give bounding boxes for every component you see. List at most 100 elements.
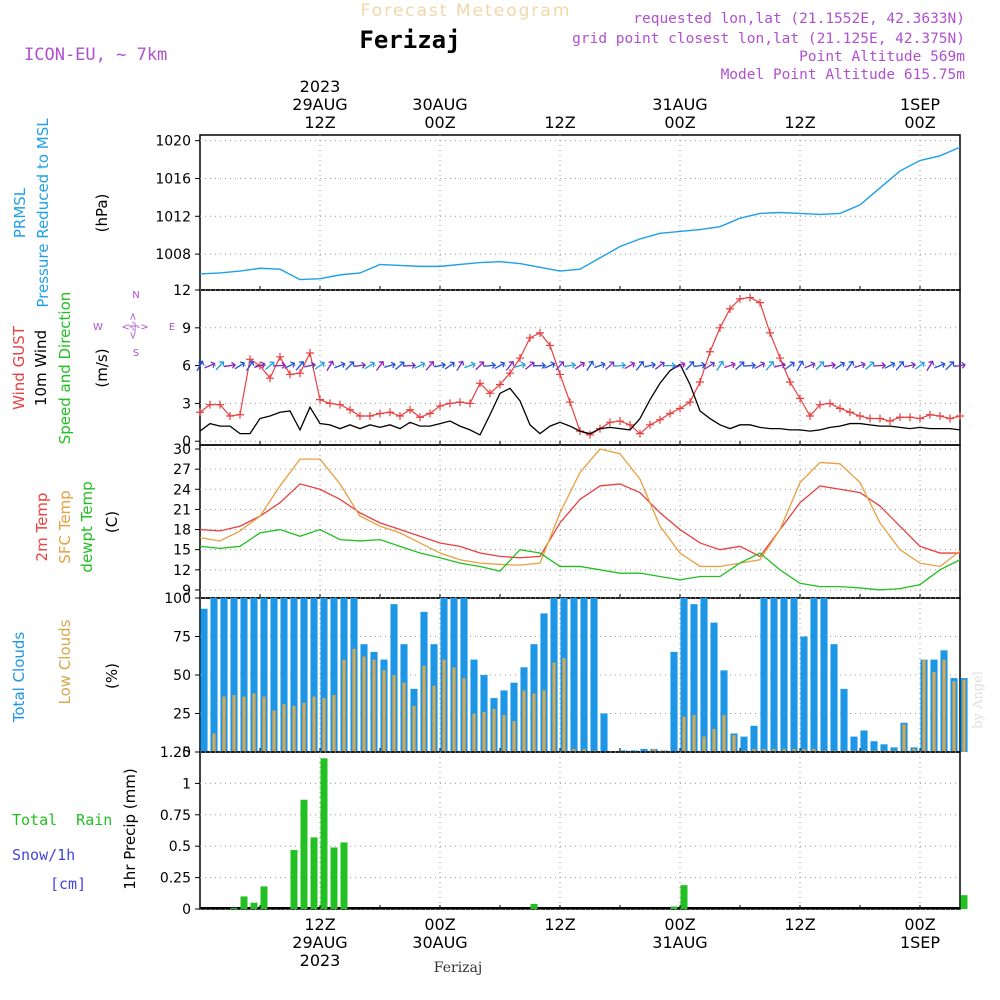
rain-bar [530, 903, 538, 909]
point-altitude: Point Altitude 569m [799, 49, 965, 65]
temp-sfc-line [199, 448, 961, 568]
requested-coords: requested lon,lat (21.1552E, 42.3633N) [633, 11, 965, 27]
wind-arrow-shape [414, 361, 426, 369]
wind-arrow-shape [815, 361, 825, 371]
total-cloud-bar [270, 598, 278, 752]
temp-dewpt-line [199, 528, 961, 591]
wind-arrow-shape [314, 361, 325, 370]
y-tick-label: 100 [164, 591, 191, 607]
panel-frame [199, 444, 961, 599]
wind-arrow-shape [804, 361, 816, 369]
low-cloud-bar [342, 659, 346, 752]
footer-location: Ferizaj [434, 960, 482, 976]
wind-label-speed: Speed and Direction [56, 292, 74, 445]
gust-marker [296, 369, 304, 378]
pressure-panel: 1008 1012 1016 1020 [155, 134, 961, 291]
wind-arrow-shape [704, 361, 715, 370]
model-altitude: Model Point Altitude 615.75m [721, 67, 966, 83]
rain-bar [230, 907, 238, 909]
wind-arrow-shape [345, 361, 355, 371]
wind-arrow-shape [223, 361, 236, 369]
wind-label-10m: 10m Wind [32, 330, 50, 406]
total-cloud-bar [890, 747, 898, 752]
wind-direction-arrow [846, 360, 855, 371]
wind-arrow-shape [724, 361, 736, 369]
wind-direction-arrow [834, 361, 846, 370]
wind-arrow-shape [873, 361, 886, 369]
total-cloud-bar [580, 598, 588, 752]
wind-direction-arrow [765, 361, 775, 371]
total-cloud-bar [740, 736, 748, 752]
total-cloud-bar [830, 644, 838, 752]
low-cloud-bar [272, 710, 276, 752]
wind-arrow-shape [934, 361, 946, 369]
wind-arrow-shape [483, 361, 496, 369]
wind-arrow-shape [904, 361, 916, 369]
gust-marker [286, 370, 294, 379]
chart-title: Forecast Meteogram [361, 1, 572, 21]
total-cloud-bar [470, 659, 478, 752]
gust-marker [536, 328, 544, 337]
gust-marker [686, 398, 694, 407]
low-cloud-bar [282, 704, 286, 752]
wind-direction-arrow [475, 361, 485, 371]
low-cloud-bar [332, 695, 336, 752]
wind-direction-arrow [895, 361, 905, 371]
time-label-top: 30AUG [412, 95, 467, 114]
low-cloud-bar [252, 693, 256, 752]
low-cloud-bar [882, 750, 886, 752]
wind-arrow-shape [265, 361, 275, 371]
wind-panel: 0 3 6 9 12 [173, 283, 966, 450]
gust-marker [526, 333, 534, 342]
wind-direction-arrow [364, 361, 376, 370]
total-cloud-bar [860, 730, 868, 752]
gust-marker [706, 347, 714, 356]
total-cloud-bar [630, 750, 638, 752]
time-label-top: 12Z [544, 113, 575, 132]
wind-arrow-shape [685, 361, 695, 371]
gust-marker [236, 410, 244, 419]
wind-arrow-shape [353, 361, 366, 369]
low-cloud-bar [702, 736, 706, 752]
low-cloud-bar [682, 716, 686, 752]
total-cloud-bar [250, 598, 258, 752]
cloud-label-low: Low Clouds [56, 619, 74, 704]
low-cloud-bar [942, 659, 946, 752]
wind-arrow-shape [613, 361, 626, 369]
gust-marker [796, 394, 804, 403]
wind-arrow-shape [254, 361, 266, 369]
y-tick-label: 0 [182, 902, 191, 918]
gust-marker [896, 413, 904, 422]
low-cloud-bar [852, 750, 856, 752]
y-tick-label: 1 [182, 776, 191, 792]
wind-arrow-shape [284, 361, 296, 369]
wind-arrow-shape [425, 361, 435, 371]
pressure-label-msl: Pressure Reduced to MSL [34, 118, 52, 308]
y-tick-label: 24 [173, 482, 191, 498]
low-cloud-bar [522, 690, 526, 752]
total-cloud-bar [220, 598, 228, 752]
wind-direction-arrow [304, 361, 316, 369]
y-tick-label: 21 [173, 502, 191, 518]
low-cloud-bar [772, 748, 776, 752]
rain-bar [250, 902, 258, 909]
wind-direction-arrow [334, 361, 346, 369]
wind-direction-arrow [624, 361, 636, 370]
total-cloud-bar [280, 598, 288, 752]
y-tick-label: 25 [173, 707, 191, 723]
temp-label-dewpt: dewpt Temp [78, 481, 96, 572]
wind-arrow-shape [765, 361, 775, 371]
temp-2m-line [199, 483, 960, 559]
gust-marker [586, 430, 594, 439]
wind-direction-arrow [904, 361, 916, 369]
total-cloud-bar [750, 725, 758, 752]
low-cloud-bar [422, 665, 426, 752]
gust-marker [466, 399, 474, 408]
wind-direction-arrow [815, 361, 825, 371]
wind-arrow-shape [196, 360, 205, 372]
total-cloud-bar [670, 651, 678, 752]
low-cloud-bar [242, 696, 246, 752]
low-cloud-bar [782, 748, 786, 752]
wind-direction-arrow [265, 361, 275, 371]
gust-marker [936, 412, 944, 421]
